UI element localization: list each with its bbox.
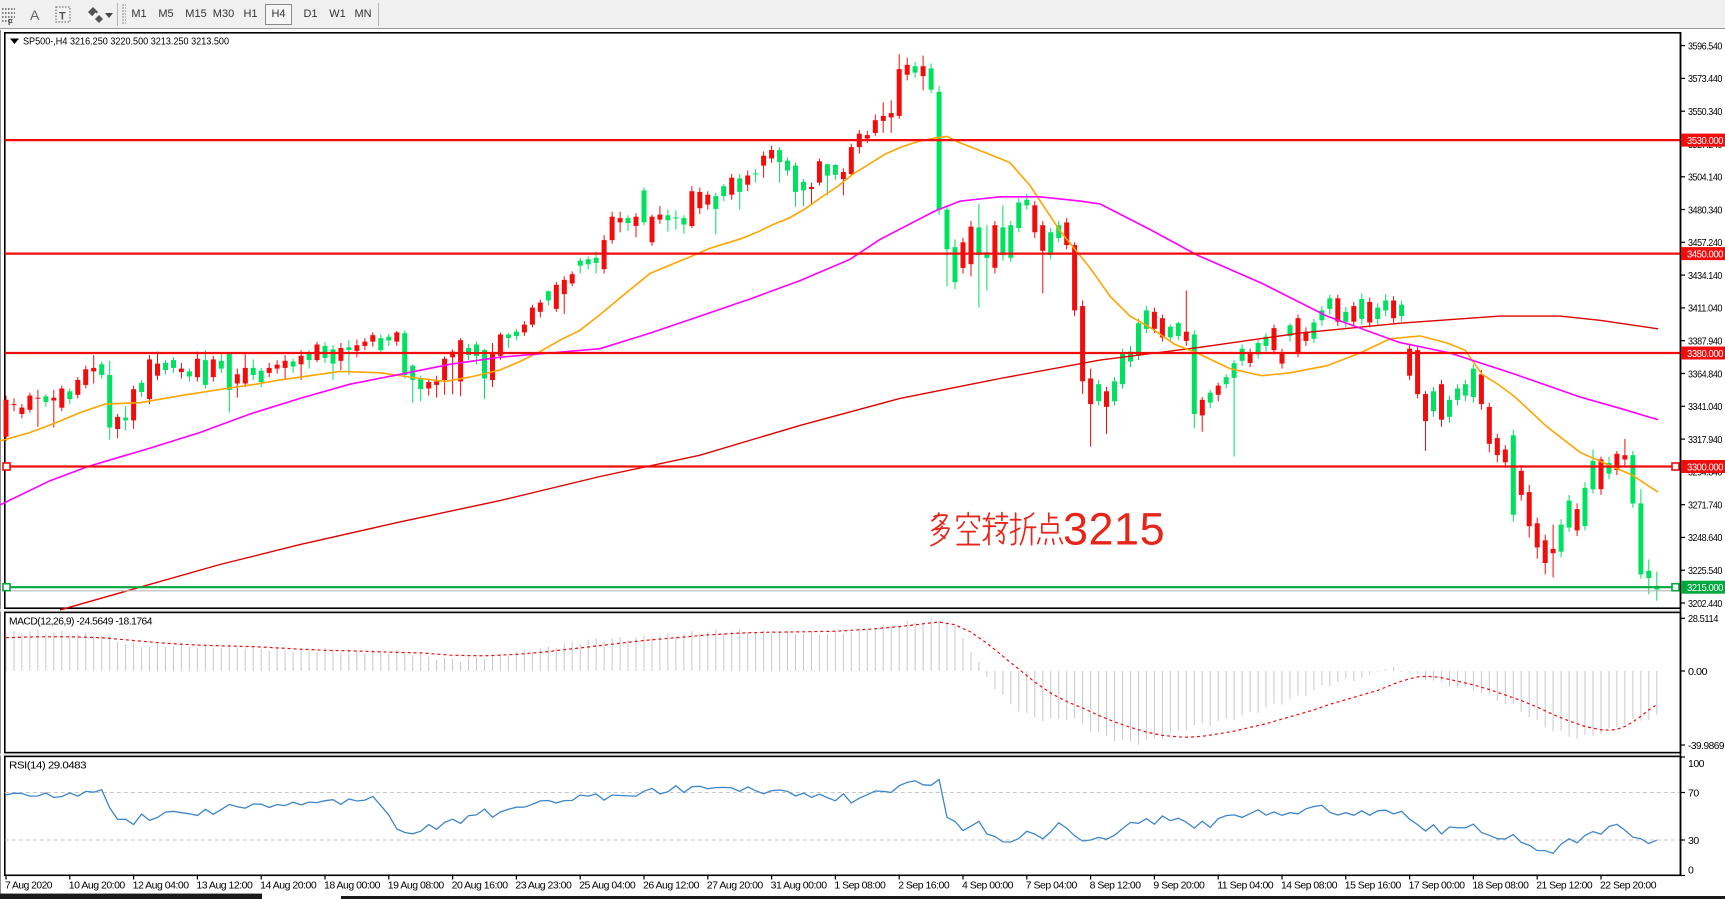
svg-text:30: 30 (1688, 835, 1699, 847)
svg-text:3550.340: 3550.340 (1688, 106, 1723, 118)
svg-text:T: T (59, 11, 66, 23)
svg-text:7 Aug 2020: 7 Aug 2020 (5, 880, 53, 892)
svg-text:0.00: 0.00 (1688, 666, 1708, 678)
svg-text:3504.140: 3504.140 (1688, 172, 1723, 184)
svg-text:RSI(14) 29.0483: RSI(14) 29.0483 (9, 760, 87, 772)
svg-text:-39.9869: -39.9869 (1688, 740, 1725, 752)
svg-text:3530.000: 3530.000 (1687, 135, 1724, 147)
svg-text:3341.040: 3341.040 (1688, 401, 1723, 413)
svg-text:0: 0 (1688, 864, 1694, 876)
svg-text:A: A (30, 7, 40, 23)
svg-text:2 Sep 16:00: 2 Sep 16:00 (898, 880, 950, 892)
svg-text:3457.240: 3457.240 (1688, 237, 1723, 249)
svg-text:20 Aug 16:00: 20 Aug 16:00 (452, 880, 509, 892)
svg-text:3271.740: 3271.740 (1688, 500, 1723, 512)
svg-text:3596.540: 3596.540 (1688, 40, 1723, 52)
svg-text:3215: 3215 (1063, 504, 1165, 555)
svg-text:12 Aug 04:00: 12 Aug 04:00 (133, 880, 190, 892)
svg-text:14 Sep 08:00: 14 Sep 08:00 (1281, 880, 1338, 892)
svg-text:19 Aug 08:00: 19 Aug 08:00 (388, 880, 445, 892)
svg-text:27 Aug 20:00: 27 Aug 20:00 (707, 880, 764, 892)
svg-text:4 Sep 00:00: 4 Sep 00:00 (962, 880, 1014, 892)
svg-text:17 Sep 00:00: 17 Sep 00:00 (1409, 880, 1466, 892)
svg-text:13 Aug 12:00: 13 Aug 12:00 (196, 880, 253, 892)
svg-text:3300.000: 3300.000 (1687, 461, 1724, 473)
svg-text:15 Sep 16:00: 15 Sep 16:00 (1345, 880, 1402, 892)
svg-text:11 Sep 04:00: 11 Sep 04:00 (1217, 880, 1274, 892)
svg-text:22 Sep 20:00: 22 Sep 20:00 (1600, 880, 1657, 892)
svg-text:10 Aug 20:00: 10 Aug 20:00 (69, 880, 126, 892)
svg-text:70: 70 (1688, 787, 1699, 799)
svg-text:23 Aug 23:00: 23 Aug 23:00 (515, 880, 572, 892)
svg-text:3480.340: 3480.340 (1688, 204, 1723, 216)
svg-text:3387.940: 3387.940 (1688, 336, 1723, 348)
svg-text:3215.000: 3215.000 (1687, 582, 1724, 594)
svg-text:3202.440: 3202.440 (1688, 598, 1723, 610)
svg-text:3225.540: 3225.540 (1688, 565, 1723, 577)
svg-text:25 Aug 04:00: 25 Aug 04:00 (579, 880, 636, 892)
svg-text:3364.840: 3364.840 (1688, 368, 1723, 380)
svg-text:3411.040: 3411.040 (1688, 303, 1723, 315)
svg-text:MACD(12,26,9) -24.5649 -18.176: MACD(12,26,9) -24.5649 -18.1764 (9, 616, 153, 628)
svg-text:100: 100 (1688, 758, 1705, 770)
svg-text:21 Sep 12:00: 21 Sep 12:00 (1536, 880, 1593, 892)
svg-text:3573.440: 3573.440 (1688, 73, 1723, 85)
svg-text:3317.940: 3317.940 (1688, 434, 1723, 446)
svg-text:31 Aug 00:00: 31 Aug 00:00 (771, 880, 828, 892)
svg-text:1 Sep 08:00: 1 Sep 08:00 (834, 880, 886, 892)
svg-text:18 Sep 08:00: 18 Sep 08:00 (1472, 880, 1529, 892)
svg-text:18 Aug 00:00: 18 Aug 00:00 (324, 880, 381, 892)
svg-text:3248.640: 3248.640 (1688, 532, 1723, 544)
svg-text:3380.000: 3380.000 (1687, 348, 1724, 360)
svg-text:SP500-,H4 3216.250 3220.500 3: SP500-,H4 3216.250 3220.500 3213.250 321… (23, 36, 229, 48)
svg-text:28.5114: 28.5114 (1688, 613, 1719, 625)
svg-text:7 Sep 04:00: 7 Sep 04:00 (1026, 880, 1078, 892)
svg-text:F: F (8, 18, 13, 27)
svg-text:9 Sep 20:00: 9 Sep 20:00 (1153, 880, 1205, 892)
svg-text:26 Aug 12:00: 26 Aug 12:00 (643, 880, 700, 892)
svg-text:3450.000: 3450.000 (1687, 248, 1724, 260)
svg-text:3434.140: 3434.140 (1688, 270, 1723, 282)
svg-text:14 Aug 20:00: 14 Aug 20:00 (260, 880, 317, 892)
svg-text:8 Sep 12:00: 8 Sep 12:00 (1090, 880, 1142, 892)
